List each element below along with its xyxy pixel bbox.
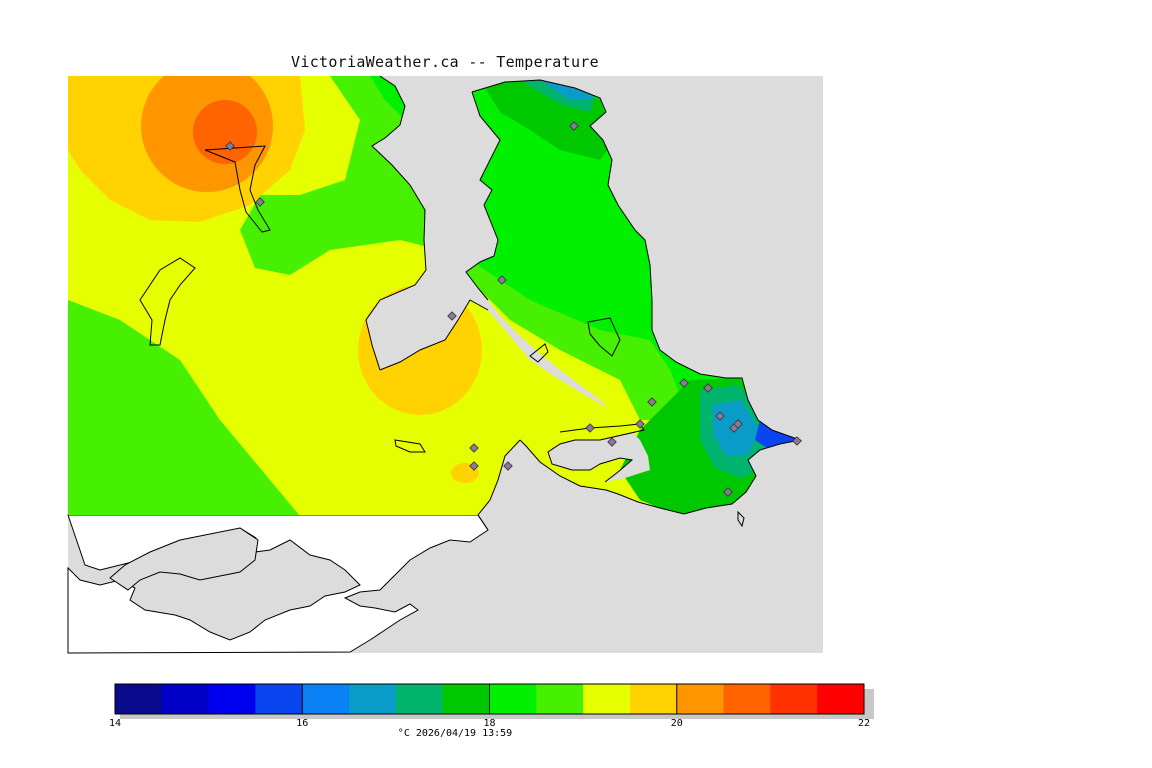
station-marker (225, 141, 235, 151)
colorbar-segment (489, 684, 537, 714)
colorbar-tick-label: 22 (858, 718, 870, 729)
colorbar-segment (629, 684, 678, 714)
colorbar-ticks: 14 16 18 20 22 (109, 684, 870, 729)
station-marker (635, 419, 645, 429)
station-marker (607, 437, 617, 447)
colorbar-segment (442, 684, 490, 714)
colorbar-tick-label: 16 (296, 718, 308, 729)
colorbar-caption: °C 2026/04/19 13:59 (397, 728, 513, 739)
colorbar-segment (161, 684, 210, 714)
colorbar-segment (302, 684, 350, 714)
station-marker (497, 275, 507, 285)
map-title: VictoriaWeather.ca -- Temperature (291, 53, 599, 71)
station-marker (647, 397, 657, 407)
colorbar-segment (208, 684, 256, 714)
station-marker (679, 378, 689, 388)
station-marker (447, 311, 457, 321)
colorbar-tick-label: 18 (483, 718, 495, 729)
station-marker (733, 419, 743, 429)
colorbar-tick-label: 20 (671, 718, 683, 729)
station-marker (792, 436, 802, 446)
colorbar-segment (676, 684, 725, 714)
colorbar-segment (395, 684, 444, 714)
station-marker (255, 197, 265, 207)
colorbar-segment (536, 684, 584, 714)
station-marker (703, 383, 713, 393)
colorbar-segment (115, 684, 163, 714)
colorbar-segment (817, 684, 865, 714)
colorbar-segment (770, 684, 818, 714)
station-marker (469, 461, 479, 471)
us-inlet (109, 527, 259, 591)
coastlines (139, 75, 802, 531)
station-marker (715, 411, 725, 421)
colorbar-segment (349, 684, 397, 714)
station-marker (585, 423, 595, 433)
station-marker (569, 121, 579, 131)
colorbar (114, 683, 865, 715)
colorbar-segment (583, 684, 631, 714)
colorbar-segment (723, 684, 771, 714)
colorbar-tick-label: 14 (109, 718, 121, 729)
station-marker (469, 443, 479, 453)
colorbar-segment (255, 684, 303, 714)
station-marker (723, 487, 733, 497)
station-marker (503, 461, 513, 471)
station-markers (225, 121, 802, 497)
